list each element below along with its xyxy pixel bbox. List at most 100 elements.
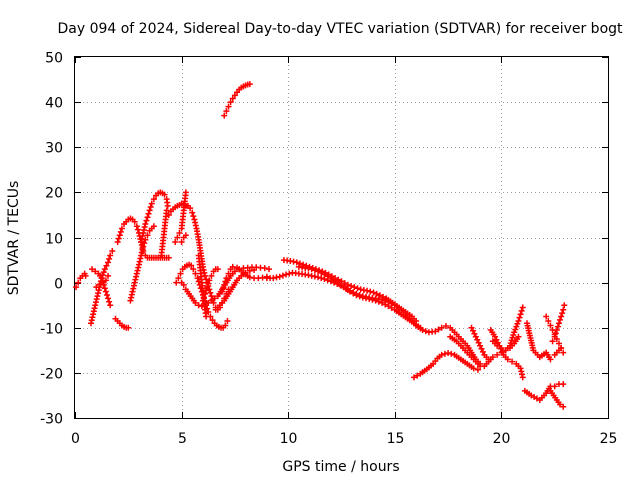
data-point [494,342,501,349]
data-point [515,333,522,340]
data-point [175,275,182,282]
data-point [75,279,82,286]
data-point [118,225,125,232]
data-point [92,268,99,275]
data-point [370,289,377,296]
data-point [82,272,89,279]
series-s25 [410,350,481,381]
data-point [517,311,524,318]
data-point [204,284,211,291]
plot-frame [74,56,609,419]
data-point [145,210,152,217]
data-point [73,284,80,291]
series-s2 [87,248,116,327]
data-point [190,266,197,273]
data-point [555,340,562,347]
data-point [344,281,351,288]
data-point [369,296,376,303]
data-point [498,345,505,352]
data-point [354,285,361,292]
data-point [246,274,253,281]
data-point [514,320,521,327]
data-point [101,266,108,273]
data-point [202,290,209,297]
data-point [509,358,516,365]
series-s4 [93,272,112,291]
data-point [283,271,290,278]
data-point [142,236,149,243]
y-tick-label: -30 [40,412,63,428]
data-point [547,322,554,329]
data-point [187,205,194,212]
y-tick-label: -10 [40,322,63,338]
data-point [367,288,374,295]
data-point [551,333,558,340]
data-point [478,345,485,352]
series-s28 [487,327,526,381]
chart-title: Day 094 of 2024, Sidereal Day-to-day VTE… [57,21,623,37]
data-point [351,284,358,291]
data-point [560,403,567,410]
y-tick-label: 10 [45,232,63,248]
x-axis: 0 5 10 15 20 25 [71,57,617,447]
data-point [379,299,386,306]
data-point [209,317,216,324]
data-point [131,218,138,225]
data-point [477,342,484,349]
data-point [555,320,562,327]
data-point [448,350,455,357]
data-point [276,273,283,280]
data-point [266,266,273,273]
series-s1 [73,270,89,291]
data-point [192,299,199,306]
data-point [493,336,500,343]
data-point [422,328,429,335]
data-point [494,351,501,358]
data-point [364,287,371,294]
series-s11 [172,189,189,246]
data-point [553,327,560,334]
data-point [279,272,286,279]
y-tick-label: 20 [45,186,63,202]
data-point [101,285,108,292]
data-point [165,254,172,261]
data-point [115,235,122,242]
data-point [554,323,561,330]
y-tick-label: 40 [45,96,63,112]
x-axis-label: GPS time / hours [282,459,399,475]
data-point [445,350,452,357]
data-point [163,207,170,214]
data-point [221,281,228,288]
data-point [551,383,558,390]
data-point [221,112,228,119]
data-point [229,95,236,102]
data-point [107,302,114,309]
data-point [308,266,315,273]
data-point [192,270,199,277]
data-point [165,211,172,218]
data-point [472,333,479,340]
data-point [164,202,171,209]
data-point [100,269,107,276]
data-point [203,287,210,294]
data-point [223,275,230,282]
y-tick-label: 50 [45,51,63,67]
data-point [318,269,325,276]
data-point [474,366,481,373]
data-point [475,339,482,346]
series-s30 [523,320,554,363]
data-point [519,304,526,311]
data-point [106,298,113,305]
data-point [560,306,567,313]
series-s6 [127,223,157,304]
data-series [73,81,568,410]
data-point [125,324,132,331]
data-point [492,333,499,340]
data-point [470,365,477,372]
data-point [479,348,486,355]
data-point [189,209,196,216]
data-point [109,248,116,255]
data-point [231,92,238,99]
data-point [144,232,151,239]
data-point [182,189,189,196]
